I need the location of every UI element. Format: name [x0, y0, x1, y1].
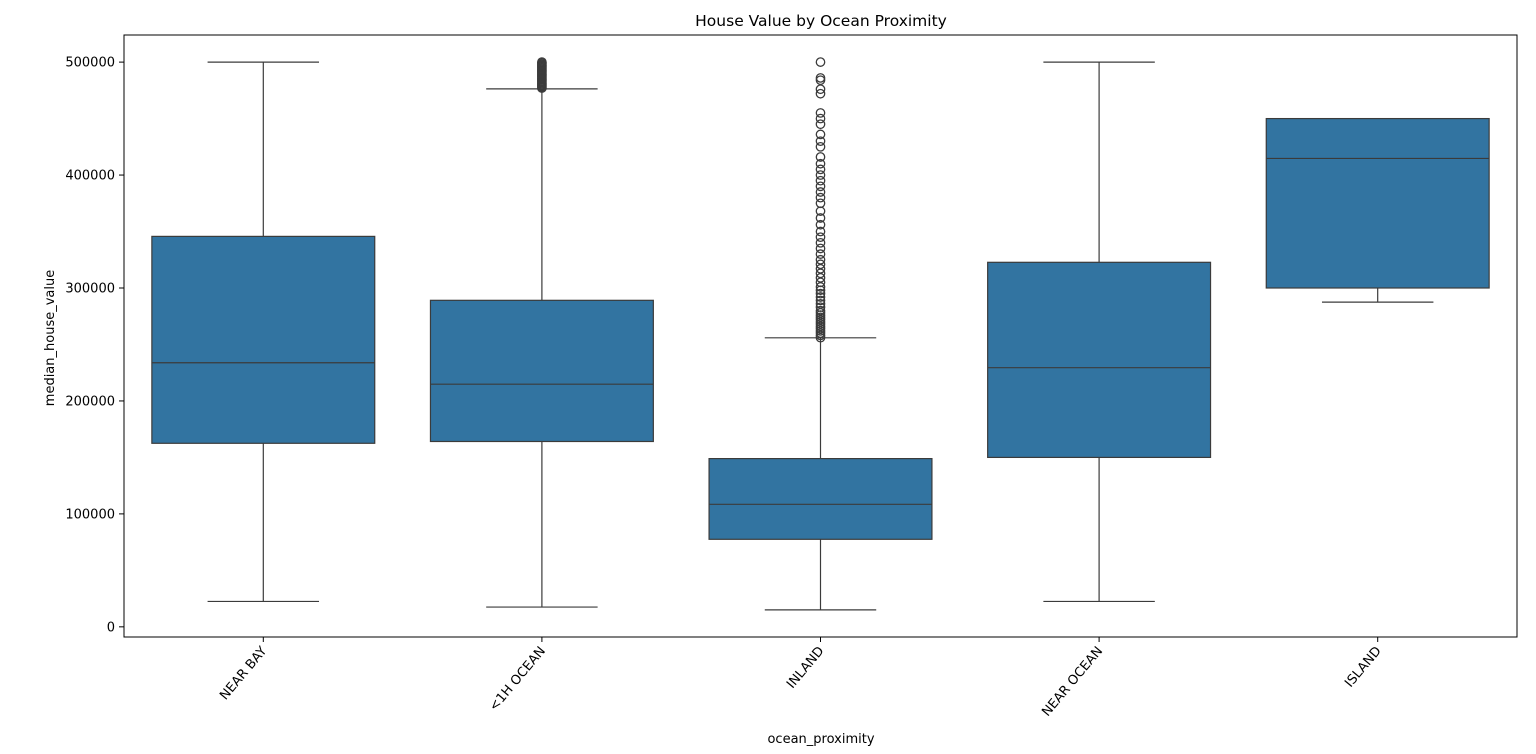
outlier-point [815, 254, 826, 265]
outlier-point [815, 136, 826, 147]
chart-title: House Value by Ocean Proximity [695, 12, 947, 30]
box [987, 261, 1212, 459]
x-axis-title: ocean_proximity [767, 732, 874, 747]
outlier-point [815, 129, 826, 140]
outlier-point [815, 158, 826, 169]
outlier-point [815, 305, 826, 316]
outlier-point [815, 198, 826, 209]
outlier-point [815, 113, 826, 124]
outlier-point [815, 302, 826, 313]
outlier-point [815, 108, 826, 118]
outlier-point [815, 213, 826, 223]
outlier-point [815, 298, 826, 309]
outlier-point [815, 295, 826, 306]
outlier-point [815, 292, 826, 302]
outlier-point [815, 259, 826, 270]
outlier-point [815, 152, 826, 162]
outlier-point [815, 170, 826, 180]
box [429, 299, 654, 443]
outlier-point [815, 232, 826, 243]
outlier-point [815, 219, 826, 230]
outlier-point [815, 73, 826, 83]
outlier-point [815, 192, 826, 203]
x-tick-label: INLAND [784, 644, 827, 692]
y-tick-label: 200000 [65, 394, 115, 409]
x-tick-label: ISLAND [1342, 644, 1385, 691]
box [708, 458, 933, 540]
box [151, 235, 376, 444]
y-tick-label: 500000 [65, 56, 115, 71]
outlier-point [815, 175, 826, 186]
y-tick-label: 100000 [65, 507, 115, 522]
y-tick-label: 300000 [65, 281, 115, 296]
outlier-point [815, 226, 826, 237]
outlier-point [815, 141, 826, 152]
outlier-point [815, 187, 826, 197]
outlier-point [815, 243, 826, 254]
y-tick-label: 0 [107, 620, 115, 635]
outlier-point [815, 288, 826, 299]
outlier-point [815, 57, 826, 67]
outlier-point [815, 164, 826, 175]
outlier-point [815, 181, 826, 192]
outlier-point [815, 88, 826, 99]
outlier-point [537, 57, 547, 67]
x-tick-label: NEAR OCEAN [1039, 644, 1106, 720]
outlier-point [815, 249, 826, 259]
x-tick-label: <1H OCEAN [487, 644, 549, 714]
plot-frame [123, 34, 1518, 638]
outlier-point [815, 237, 826, 248]
y-axis-title: median_house_value [43, 270, 58, 406]
outlier-point [815, 119, 826, 130]
y-tick-label: 400000 [65, 169, 115, 184]
box [1265, 117, 1490, 289]
x-tick-label: NEAR BAY [217, 644, 270, 703]
